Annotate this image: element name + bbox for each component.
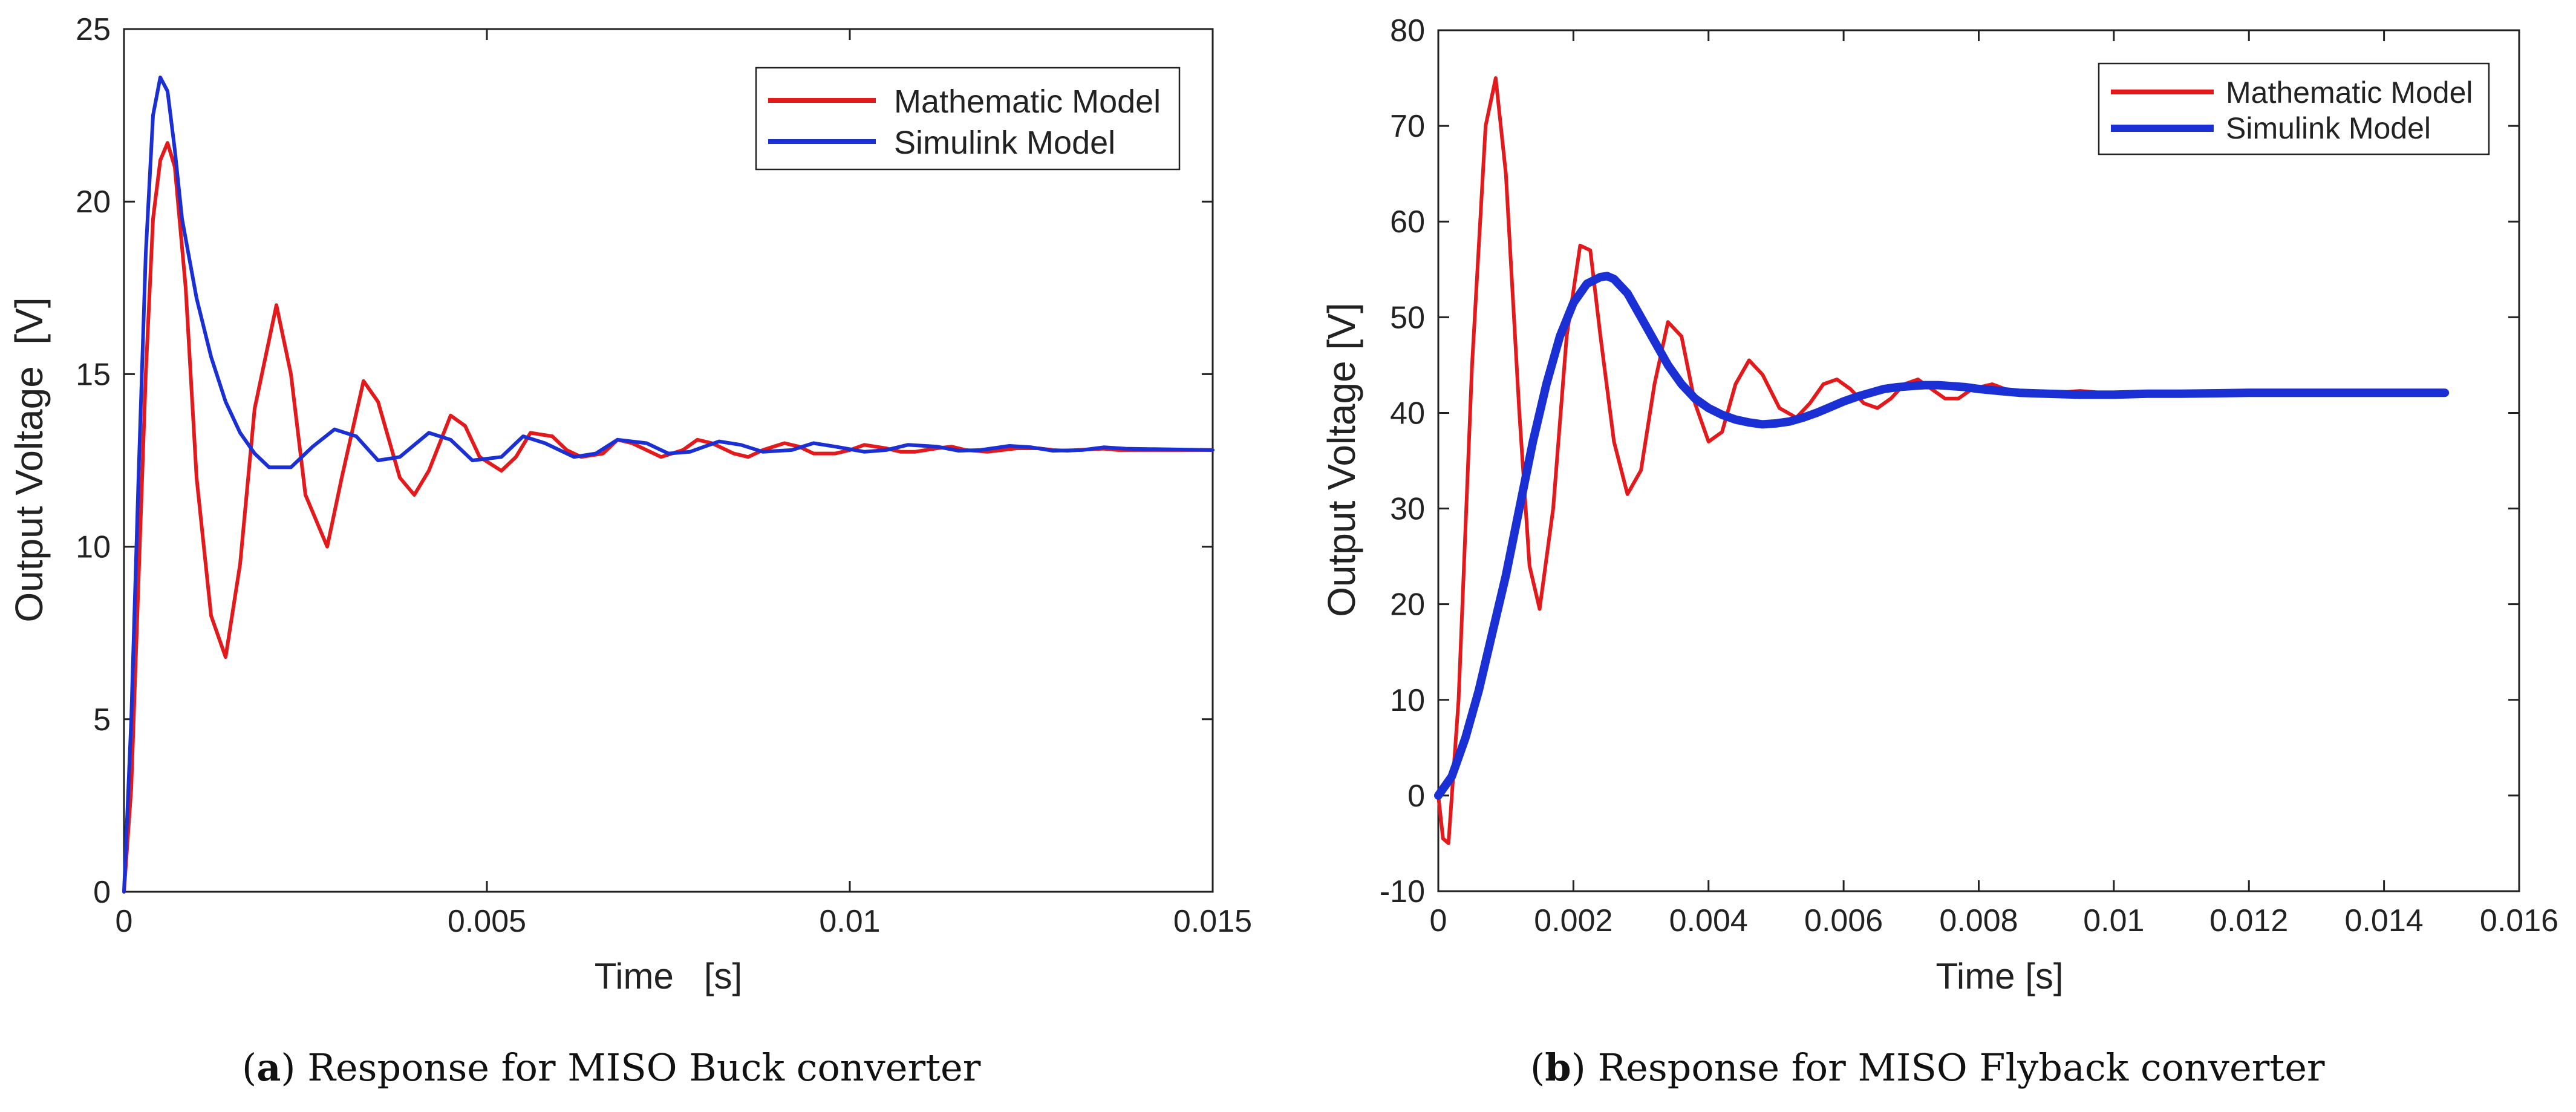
x-tick-label-b: 0.002 — [1534, 903, 1612, 938]
y-tick-label-a: 25 — [76, 12, 111, 47]
caption-a: (a) Response for MISO Buck converter — [242, 1045, 981, 1090]
ticks-a: 0 0.005 0.01 0.015 0 5 10 15 20 25 — [76, 12, 1252, 939]
x-tick-label-a: 0.015 — [1173, 904, 1252, 939]
y-tick-label-b: 50 — [1390, 300, 1425, 335]
series-line-simulink-model-b — [1434, 272, 2450, 800]
y-tick-label-b: 70 — [1390, 109, 1425, 144]
legend-entry-mathematic-a: Mathematic Model — [894, 83, 1161, 120]
caption-b-label: b — [1545, 1045, 1571, 1090]
y-tick-label-a: 15 — [76, 357, 111, 392]
legend-a: Mathematic Model Simulink Model — [755, 67, 1181, 171]
plot-area-b — [1437, 29, 2520, 892]
plot-area-a — [123, 28, 1214, 893]
chart-panel-a: 0 0.005 0.01 0.015 0 5 10 15 20 25 Time [s] Outpu… — [7, 12, 1252, 996]
x-tick-label-b: 0.008 — [1939, 903, 2018, 938]
x-tick-label-b: 0.01 — [2083, 903, 2144, 938]
y-tick-label-b: 30 — [1390, 492, 1425, 527]
x-tick-label-b: 0.006 — [1804, 903, 1883, 938]
y-tick-label-a: 10 — [76, 530, 111, 565]
y-axis-label-a: Output Voltage [V] — [7, 297, 51, 622]
x-tick-label-a: 0.01 — [819, 904, 880, 939]
ticks-b: 0 0.002 0.004 0.006 0.008 0.01 0.012 0.014 0.016… — [1380, 13, 2558, 938]
series-a — [122, 75, 1215, 894]
legend-entry-simulink-a: Simulink Model — [894, 125, 1115, 161]
x-tick-label-a: 0 — [116, 904, 133, 939]
x-tick-label-b: 0.004 — [1669, 903, 1748, 938]
y-axis-label-b: Output Voltage [V] — [1320, 303, 1363, 617]
x-axis-label-b: Time [s] — [1935, 956, 2063, 996]
y-tick-label-b: 20 — [1390, 587, 1425, 623]
y-tick-label-b: 80 — [1390, 13, 1425, 48]
legend-entry-mathematic-b: Mathematic Model — [2226, 76, 2473, 110]
y-tick-label-b: 40 — [1390, 396, 1425, 431]
caption-a-label: a — [256, 1045, 281, 1090]
x-tick-label-b: 0 — [1430, 903, 1447, 938]
x-axis-label-a: Time [s] — [595, 956, 742, 996]
x-tick-label-b: 0.012 — [2209, 903, 2288, 938]
series-b — [1434, 76, 2450, 845]
legend-box-a — [755, 67, 1181, 171]
y-tick-label-b: 60 — [1390, 204, 1425, 240]
legend-b: Mathematic Model Simulink Model — [2098, 62, 2490, 155]
chart-panel-b: 0 0.002 0.004 0.006 0.008 0.01 0.012 0.014 0.016… — [1320, 13, 2558, 996]
y-tick-label-b: -10 — [1380, 874, 1425, 909]
y-tick-label-a: 0 — [93, 875, 111, 910]
caption-b: (b) Response for MISO Flyback converter — [1530, 1045, 2325, 1090]
y-tick-label-a: 5 — [93, 702, 111, 738]
x-tick-label-a: 0.005 — [448, 904, 526, 939]
x-tick-label-b: 0.014 — [2345, 903, 2424, 938]
x-tick-label-b: 0.016 — [2480, 903, 2558, 938]
y-tick-label-a: 20 — [76, 185, 111, 220]
legend-box-b — [2098, 62, 2490, 155]
legend-entry-simulink-b: Simulink Model — [2226, 111, 2431, 145]
caption-a-text: Response for MISO Buck converter — [295, 1045, 981, 1090]
y-tick-label-b: 0 — [1407, 779, 1425, 814]
y-tick-label-b: 10 — [1390, 683, 1425, 718]
caption-b-text: Response for MISO Flyback converter — [1585, 1045, 2325, 1090]
series-line-simulink-model-a — [122, 75, 1215, 894]
